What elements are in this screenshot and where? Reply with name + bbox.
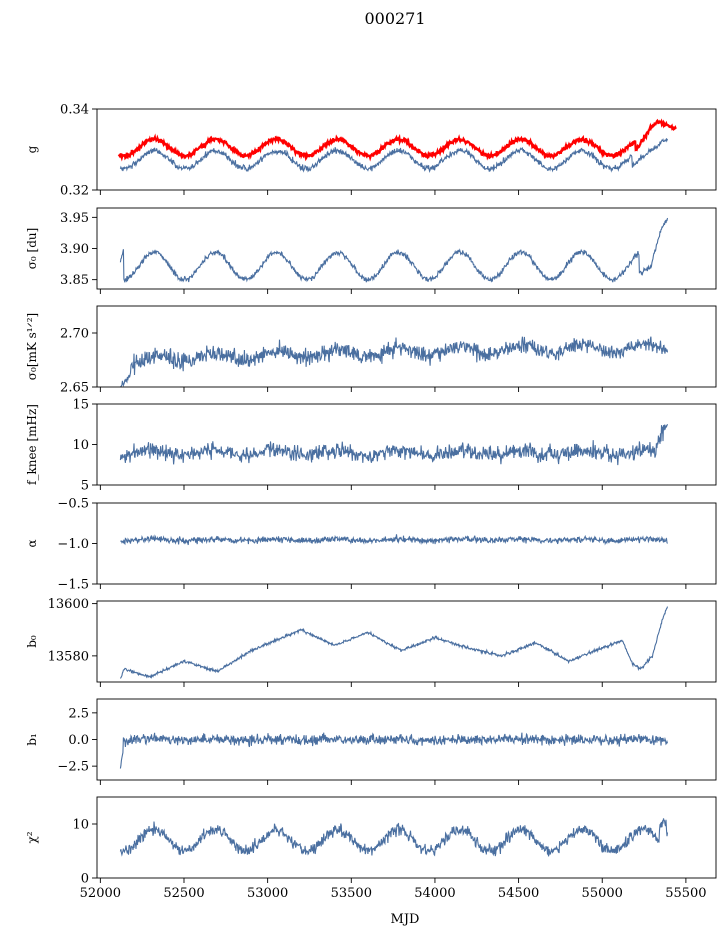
panel-frame bbox=[96, 403, 717, 486]
series-line-8-1 bbox=[119, 818, 669, 857]
panel-3: 2.65 2.70 σ₀[mK s¹ᐟ²] bbox=[25, 305, 717, 396]
y-tick-label: −2.5 bbox=[57, 760, 89, 775]
series-line-6-1 bbox=[119, 606, 669, 680]
panel-2: 3.85 3.90 3.95 σ₀ [du] bbox=[25, 207, 717, 294]
y-tick-label: 3.90 bbox=[60, 242, 89, 257]
y-axis-label: b₁ bbox=[25, 733, 39, 746]
panel-6: 13580 13600 b₀ bbox=[25, 597, 717, 687]
y-axis-label: χ² bbox=[25, 831, 39, 843]
y-axis-label: g bbox=[25, 145, 39, 153]
panels: 0.32 0.34 g 3.85 3.90 3.95 σ₀ [du] 2.65 2.70 σ₀[m… bbox=[25, 103, 717, 901]
series-line-3-1 bbox=[120, 336, 669, 387]
y-tick-label: 10 bbox=[72, 438, 89, 453]
y-tick-label: 2.65 bbox=[60, 381, 89, 396]
x-tick-label: 53000 bbox=[247, 886, 288, 901]
figure-title: 000271 bbox=[364, 9, 425, 28]
y-tick-label: −1.0 bbox=[57, 537, 89, 552]
series-line-4-1 bbox=[119, 423, 669, 466]
y-tick-label: 0.32 bbox=[60, 184, 89, 199]
y-tick-label: 2.5 bbox=[68, 706, 89, 721]
y-tick-label: 3.95 bbox=[60, 211, 89, 226]
panel-7: −2.5 0.0 2.5 b₁ bbox=[25, 698, 717, 785]
x-tick-label: 52000 bbox=[80, 886, 121, 901]
series-line-1-1 bbox=[119, 138, 669, 174]
panel-4: 5 10 15 f_knee [mHz] bbox=[25, 398, 717, 494]
y-tick-label: 10 bbox=[72, 818, 89, 833]
y-tick-label: −0.5 bbox=[57, 497, 89, 512]
panel-frame bbox=[96, 796, 717, 879]
panel-frame bbox=[96, 108, 717, 191]
y-tick-label: 5 bbox=[81, 479, 89, 494]
y-tick-label: 13600 bbox=[48, 597, 89, 612]
x-tick-label: 53500 bbox=[331, 886, 372, 901]
panel-frame bbox=[96, 305, 717, 388]
y-tick-label: −1.5 bbox=[57, 578, 89, 593]
panel-8: 0 10 52000 52500 53000 53500 54000 54500 55000 55… bbox=[25, 796, 717, 901]
x-tick-label: 52500 bbox=[163, 886, 204, 901]
x-tick-label: 55000 bbox=[582, 886, 623, 901]
x-tick-label: 55500 bbox=[665, 886, 706, 901]
y-axis-label: α bbox=[25, 539, 39, 547]
series-line-5-1 bbox=[120, 534, 668, 546]
y-tick-label: 0.0 bbox=[68, 733, 89, 748]
series-line-2-1 bbox=[119, 217, 669, 283]
panel-5: −1.5 −1.0 −0.5 α bbox=[25, 497, 717, 593]
y-tick-label: 13580 bbox=[48, 649, 89, 664]
panel-1: 0.32 0.34 g bbox=[25, 103, 717, 199]
y-tick-label: 2.70 bbox=[60, 327, 89, 342]
y-axis-label: f_knee [mHz] bbox=[25, 404, 39, 485]
series-line-1-2 bbox=[117, 118, 677, 162]
y-tick-label: 15 bbox=[72, 398, 89, 413]
y-tick-label: 0.34 bbox=[60, 103, 89, 118]
y-axis-label: b₀ bbox=[25, 635, 39, 648]
series-line-7-1 bbox=[119, 732, 669, 769]
x-axis-label: MJD bbox=[391, 912, 420, 927]
y-tick-label: 3.85 bbox=[60, 273, 89, 288]
y-axis-label: σ₀ [du] bbox=[25, 228, 39, 270]
x-tick-label: 54500 bbox=[498, 886, 539, 901]
x-tick-label: 54000 bbox=[414, 886, 455, 901]
panel-frame bbox=[96, 600, 717, 683]
y-axis-label: σ₀[mK s¹ᐟ²] bbox=[25, 313, 39, 380]
y-tick-label: 0 bbox=[81, 872, 89, 887]
panel-frame bbox=[96, 502, 717, 585]
